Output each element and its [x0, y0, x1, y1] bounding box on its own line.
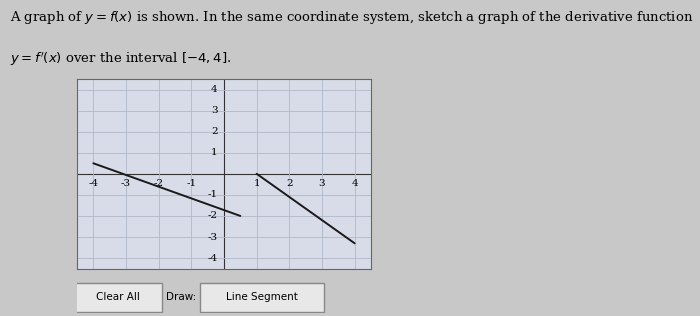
Text: -4: -4 — [88, 179, 99, 188]
FancyBboxPatch shape — [74, 283, 162, 312]
FancyBboxPatch shape — [200, 283, 324, 312]
Text: 1: 1 — [253, 179, 260, 188]
Text: -1: -1 — [207, 190, 218, 199]
Text: -1: -1 — [186, 179, 197, 188]
Text: -3: -3 — [121, 179, 131, 188]
Text: 3: 3 — [318, 179, 326, 188]
Text: $y = f'(x)$ over the interval $[ - 4, 4]$.: $y = f'(x)$ over the interval $[ - 4, 4]… — [10, 51, 232, 68]
Text: -3: -3 — [207, 233, 218, 241]
Text: 2: 2 — [286, 179, 293, 188]
Text: 4: 4 — [211, 85, 218, 94]
Text: 1: 1 — [211, 148, 218, 157]
Text: 2: 2 — [211, 127, 218, 136]
Text: -4: -4 — [207, 253, 218, 263]
Text: -2: -2 — [153, 179, 164, 188]
Text: Clear All: Clear All — [96, 292, 140, 302]
Text: Draw:: Draw: — [166, 292, 197, 302]
Text: 4: 4 — [351, 179, 358, 188]
Text: 3: 3 — [211, 106, 218, 115]
Text: A graph of $y = f(x)$ is shown. In the same coordinate system, sketch a graph of: A graph of $y = f(x)$ is shown. In the s… — [10, 9, 694, 27]
Text: Line Segment: Line Segment — [226, 292, 298, 302]
Text: -2: -2 — [207, 211, 218, 221]
